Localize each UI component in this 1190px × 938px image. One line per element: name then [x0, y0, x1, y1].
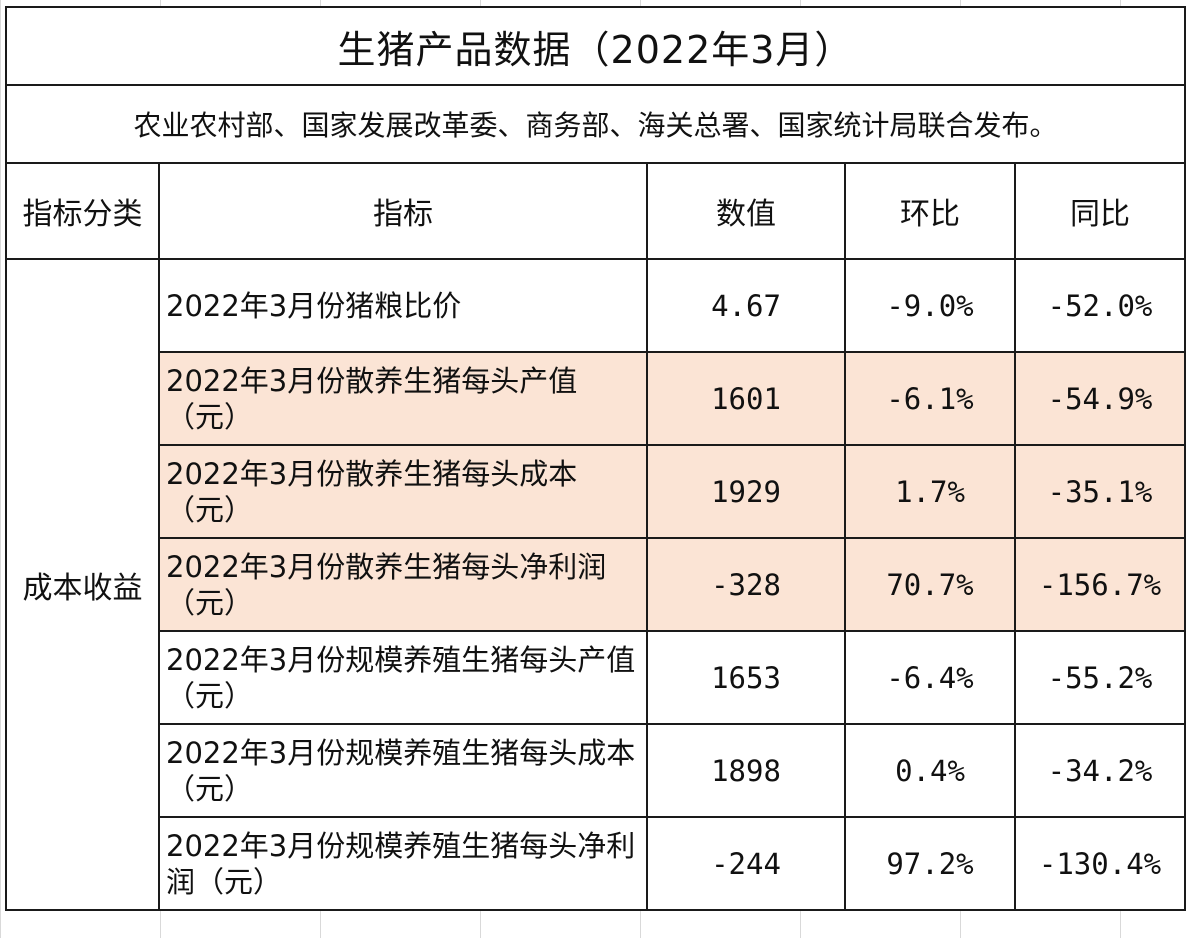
table-row: 2022年3月份规模养殖生猪每头产值（元） 1653 -6.4% -55.2% — [6, 630, 1186, 725]
yoy-cell: -52.0% — [1014, 258, 1186, 353]
table-subtitle: 农业农村部、国家发展改革委、商务部、海关总署、国家统计局联合发布。 — [5, 84, 1186, 164]
value-cell: -244 — [646, 816, 846, 911]
mom-cell: -9.0% — [844, 258, 1016, 353]
title-row: 生猪产品数据（2022年3月） — [5, 6, 1186, 86]
yoy-cell: -35.1% — [1014, 444, 1186, 539]
table-row: 2022年3月份规模养殖生猪每头成本（元） 1898 0.4% -34.2% — [6, 723, 1186, 818]
header-yoy: 同比 — [1014, 162, 1186, 260]
header-indicator: 指标 — [158, 162, 648, 260]
table-row: 2022年3月份散养生猪每头净利润（元） -328 70.7% -156.7% — [6, 537, 1186, 632]
indicator-cell: 2022年3月份规模养殖生猪每头产值（元） — [158, 630, 648, 725]
yoy-cell: -34.2% — [1014, 723, 1186, 818]
indicator-cell: 2022年3月份规模养殖生猪每头净利润（元） — [158, 816, 648, 911]
pig-product-data-table: 生猪产品数据（2022年3月） 农业农村部、国家发展改革委、商务部、海关总署、国… — [5, 6, 1186, 911]
category-cell: 成本收益 — [5, 258, 160, 911]
table-row: 2022年3月份散养生猪每头产值（元） 1601 -6.1% -54.9% — [6, 351, 1186, 446]
table-row: 2022年3月份规模养殖生猪每头净利润（元） -244 97.2% -130.4… — [6, 816, 1186, 911]
value-cell: 1898 — [646, 723, 846, 818]
header-category: 指标分类 — [5, 162, 160, 260]
table-title: 生猪产品数据（2022年3月） — [5, 6, 1186, 86]
header-row: 指标分类 指标 数值 环比 同比 — [5, 162, 1186, 260]
indicator-cell: 2022年3月份散养生猪每头产值（元） — [158, 351, 648, 446]
yoy-cell: -55.2% — [1014, 630, 1186, 725]
indicator-cell: 2022年3月份散养生猪每头成本（元） — [158, 444, 648, 539]
mom-cell: 70.7% — [844, 537, 1016, 632]
mom-cell: 97.2% — [844, 816, 1016, 911]
yoy-cell: -54.9% — [1014, 351, 1186, 446]
table-row: 成本收益 2022年3月份猪粮比价 4.67 -9.0% -52.0% — [5, 258, 1186, 911]
header-mom: 环比 — [844, 162, 1016, 260]
indicator-cell: 2022年3月份规模养殖生猪每头成本（元） — [158, 723, 648, 818]
yoy-cell: -156.7% — [1014, 537, 1186, 632]
mom-cell: 0.4% — [844, 723, 1016, 818]
value-cell: -328 — [646, 537, 846, 632]
value-cell: 1929 — [646, 444, 846, 539]
table-row: 2022年3月份散养生猪每头成本（元） 1929 1.7% -35.1% — [6, 444, 1186, 539]
value-cell: 4.67 — [646, 258, 846, 353]
mom-cell: -6.4% — [844, 630, 1016, 725]
indicator-cell: 2022年3月份猪粮比价 — [158, 258, 648, 353]
subtitle-row: 农业农村部、国家发展改革委、商务部、海关总署、国家统计局联合发布。 — [5, 84, 1186, 164]
indicator-cell: 2022年3月份散养生猪每头净利润（元） — [158, 537, 648, 632]
mom-cell: 1.7% — [844, 444, 1016, 539]
yoy-cell: -130.4% — [1014, 816, 1186, 911]
mom-cell: -6.1% — [844, 351, 1016, 446]
header-value: 数值 — [646, 162, 846, 260]
value-cell: 1653 — [646, 630, 846, 725]
value-cell: 1601 — [646, 351, 846, 446]
